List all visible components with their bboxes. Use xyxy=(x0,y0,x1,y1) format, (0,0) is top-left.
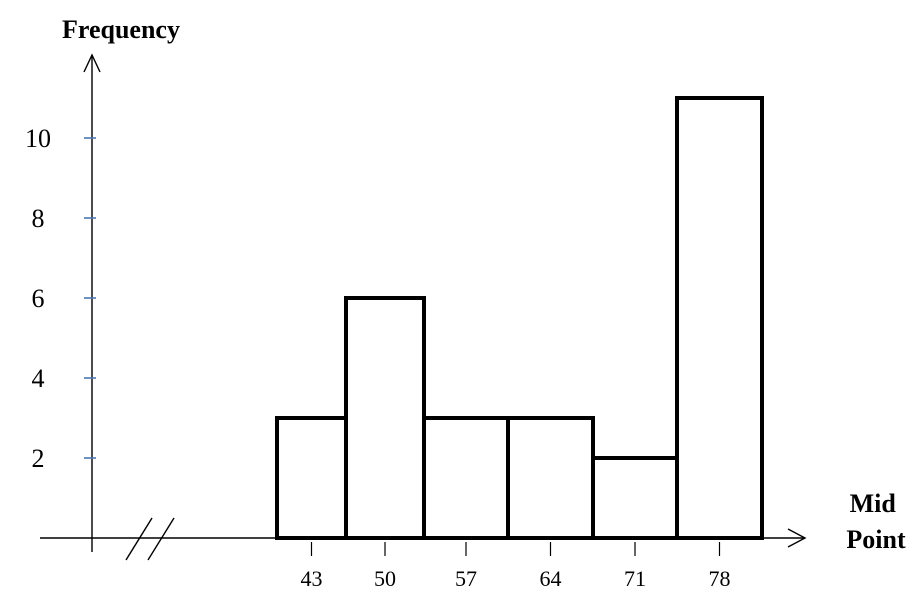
y-tick-label: 8 xyxy=(32,204,45,233)
x-tick-label: 71 xyxy=(624,566,646,591)
x-tick-label: 78 xyxy=(709,566,731,591)
y-ticks: 2 4 6 8 10 xyxy=(25,124,96,473)
bar xyxy=(675,96,764,540)
y-tick-label: 4 xyxy=(32,364,45,393)
x-axis-arrow xyxy=(787,528,807,548)
bar xyxy=(422,416,510,540)
y-tick-label: 2 xyxy=(32,444,45,473)
x-tick-label: 57 xyxy=(455,566,477,591)
bar xyxy=(275,416,348,540)
y-tick-label: 10 xyxy=(25,124,51,153)
axis-break-mark xyxy=(125,517,153,561)
y-tick-label: 6 xyxy=(32,284,45,313)
bar xyxy=(591,456,679,540)
x-ticks: 43 50 57 64 71 78 xyxy=(301,542,731,591)
bar xyxy=(344,296,426,540)
axis-break-mark xyxy=(147,517,175,561)
x-tick-label: 50 xyxy=(374,566,396,591)
x-tick-label: 43 xyxy=(301,566,323,591)
y-axis-arrow xyxy=(83,53,101,73)
bars xyxy=(275,96,764,540)
x-tick-label: 64 xyxy=(540,566,562,591)
x-axis-title-line-1: Mid xyxy=(850,489,897,518)
x-axis-title-line-2: Point xyxy=(846,525,906,554)
bar xyxy=(506,416,595,540)
y-axis-title: Frequency xyxy=(62,15,180,44)
x-axis-title: Mid Point xyxy=(846,489,906,554)
